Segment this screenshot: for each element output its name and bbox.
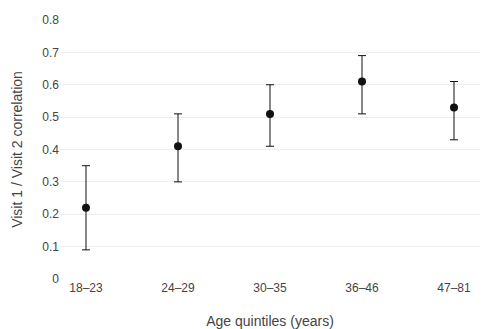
svg-text:0.5: 0.5 <box>42 110 59 124</box>
svg-text:0.3: 0.3 <box>42 175 59 189</box>
svg-text:0: 0 <box>52 272 59 286</box>
svg-text:0.1: 0.1 <box>42 240 59 254</box>
svg-text:Visit 1 / Visit 2 correlation: Visit 1 / Visit 2 correlation <box>9 71 25 228</box>
svg-text:24–29: 24–29 <box>161 281 195 295</box>
svg-text:Age quintiles (years): Age quintiles (years) <box>206 313 334 329</box>
svg-text:47–81: 47–81 <box>437 281 471 295</box>
svg-text:30–35: 30–35 <box>253 281 287 295</box>
svg-text:0.2: 0.2 <box>42 207 59 221</box>
svg-text:0.4: 0.4 <box>42 143 59 157</box>
svg-text:36–46: 36–46 <box>345 281 379 295</box>
svg-text:0.7: 0.7 <box>42 46 59 60</box>
svg-text:0.8: 0.8 <box>42 13 59 27</box>
svg-text:0.6: 0.6 <box>42 78 59 92</box>
svg-text:18–23: 18–23 <box>69 281 103 295</box>
